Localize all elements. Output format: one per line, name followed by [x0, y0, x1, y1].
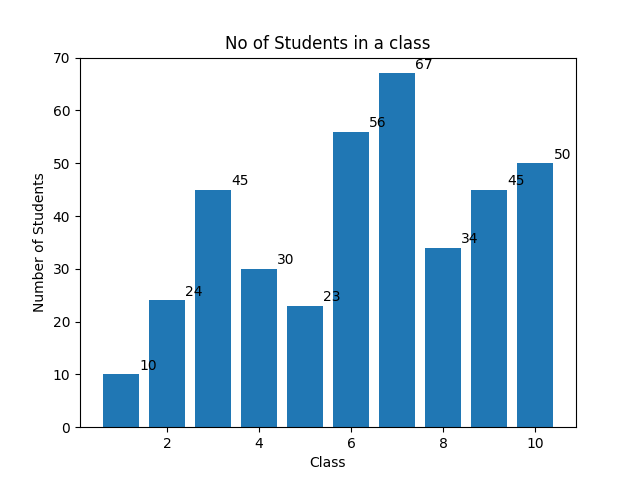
Bar — [379, 73, 415, 427]
Text: 30: 30 — [277, 253, 295, 267]
Text: 50: 50 — [554, 148, 571, 162]
Bar — [195, 190, 232, 427]
Text: 34: 34 — [461, 232, 479, 246]
Text: 56: 56 — [369, 116, 387, 130]
Text: 45: 45 — [232, 174, 249, 188]
Bar — [287, 306, 323, 427]
Text: 67: 67 — [415, 58, 433, 72]
Bar — [102, 374, 140, 427]
Y-axis label: Number of Students: Number of Students — [33, 172, 47, 312]
Text: 23: 23 — [323, 290, 341, 304]
Text: 24: 24 — [186, 285, 203, 299]
X-axis label: Class: Class — [310, 456, 346, 470]
Title: No of Students in a class: No of Students in a class — [225, 35, 431, 53]
Bar — [424, 248, 461, 427]
Bar — [470, 190, 508, 427]
Text: 10: 10 — [140, 359, 157, 373]
Bar — [148, 300, 186, 427]
Bar — [241, 269, 277, 427]
Bar — [333, 132, 369, 427]
Bar — [516, 163, 554, 427]
Text: 45: 45 — [508, 174, 525, 188]
